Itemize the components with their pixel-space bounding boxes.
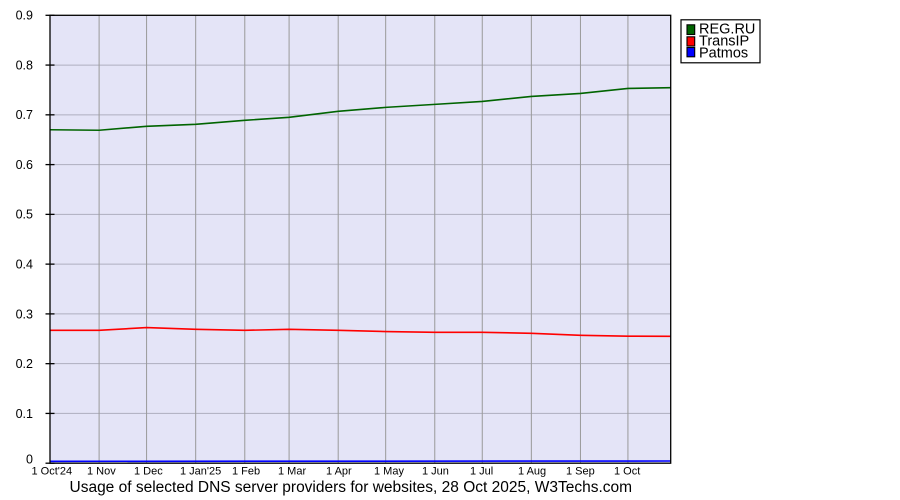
svg-text:1 Feb: 1 Feb: [232, 466, 260, 478]
svg-text:Patmos: Patmos: [699, 46, 748, 62]
svg-text:1 Jun: 1 Jun: [422, 466, 449, 478]
svg-text:0.4: 0.4: [16, 258, 33, 272]
svg-text:0.1: 0.1: [16, 407, 33, 421]
svg-text:1 Nov: 1 Nov: [87, 466, 116, 478]
svg-text:1 Jul: 1 Jul: [470, 466, 493, 478]
svg-text:0.8: 0.8: [16, 58, 33, 72]
svg-text:0.2: 0.2: [16, 357, 33, 371]
svg-text:1 Oct'24: 1 Oct'24: [32, 466, 73, 478]
svg-text:1 Sep: 1 Sep: [566, 466, 595, 478]
svg-text:0.7: 0.7: [16, 108, 33, 122]
svg-text:1 Mar: 1 Mar: [278, 466, 306, 478]
svg-text:0.6: 0.6: [16, 158, 33, 172]
svg-text:1 May: 1 May: [374, 466, 404, 478]
svg-text:Usage of selected DNS server p: Usage of selected DNS server providers f…: [70, 479, 633, 496]
svg-text:0.9: 0.9: [16, 9, 33, 23]
svg-text:1 Aug: 1 Aug: [518, 466, 546, 478]
svg-text:1 Dec: 1 Dec: [134, 466, 163, 478]
svg-text:1 Apr: 1 Apr: [326, 466, 352, 478]
svg-text:0: 0: [26, 453, 33, 467]
svg-text:0.5: 0.5: [16, 208, 33, 222]
svg-text:0.3: 0.3: [16, 307, 33, 321]
svg-text:1 Jan'25: 1 Jan'25: [180, 466, 221, 478]
svg-text:1 Oct: 1 Oct: [614, 466, 640, 478]
